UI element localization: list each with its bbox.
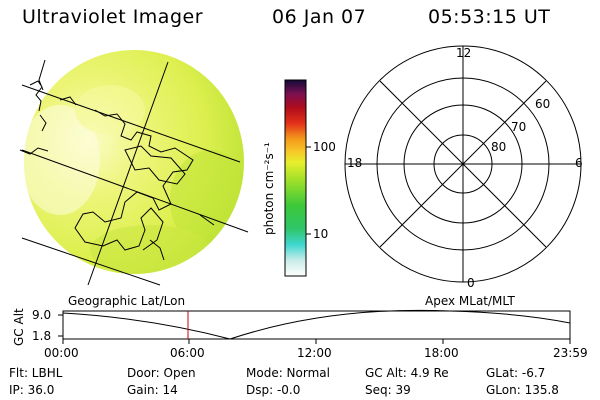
geographic-label: Geographic Lat/Lon <box>68 294 186 308</box>
gc-alt-axis-label: GC Alt <box>12 308 26 346</box>
time-tick-1800: 18:00 <box>424 346 459 360</box>
time-tick-1200: 12:00 <box>297 346 332 360</box>
colorbar-tick-10: 10 <box>313 227 329 241</box>
status-gc-alt: GC Alt: 4.9 Re <box>365 366 449 380</box>
uv-image <box>24 50 244 274</box>
status-gain: Gain: 14 <box>127 383 178 397</box>
mlat-label-80: 80 <box>491 140 507 154</box>
geo-grid <box>21 61 249 286</box>
status-mode: Mode: Normal <box>246 366 330 380</box>
status-seq: Seq: 39 <box>365 383 411 397</box>
colorbar-ticks <box>306 146 311 235</box>
mlat-label-60: 60 <box>535 97 551 111</box>
instrument-title: Ultraviolet Imager <box>22 6 204 28</box>
mlt-label-0: 0 <box>467 276 475 290</box>
colorbar-tick-100: 100 <box>313 140 336 154</box>
altitude-strip <box>58 309 571 344</box>
polar-plot <box>344 45 582 283</box>
time-tick-0000: 00:00 <box>44 346 79 360</box>
coastline <box>19 59 215 261</box>
date-label: 06 Jan 07 <box>272 6 367 28</box>
status-ip: IP: 36.0 <box>9 383 55 397</box>
status-dsp: Dsp: -0.0 <box>246 383 301 397</box>
alt-tick-9: 9.0 <box>32 308 52 322</box>
status-glon: GLon: 135.8 <box>486 383 559 397</box>
time-label: 05:53:15 UT <box>428 6 551 28</box>
status-filter: Flt: LBHL <box>9 366 63 380</box>
colorbar-unit-label: photon cm⁻²s⁻¹ <box>262 142 276 235</box>
status-door: Door: Open <box>127 366 196 380</box>
mlat-label-70: 70 <box>511 120 527 134</box>
alt-tick-1.8: 1.8 <box>32 329 52 343</box>
time-tick-2359: 23:59 <box>553 346 588 360</box>
colorbar <box>285 80 306 276</box>
status-glat: GLat: -6.7 <box>486 366 546 380</box>
mlt-label-12: 12 <box>456 46 472 60</box>
mlt-label-6: 6 <box>575 156 583 170</box>
mlt-label-18: 18 <box>347 156 363 170</box>
time-tick-0600: 06:00 <box>170 346 205 360</box>
apex-label: Apex MLat/MLT <box>425 294 515 308</box>
